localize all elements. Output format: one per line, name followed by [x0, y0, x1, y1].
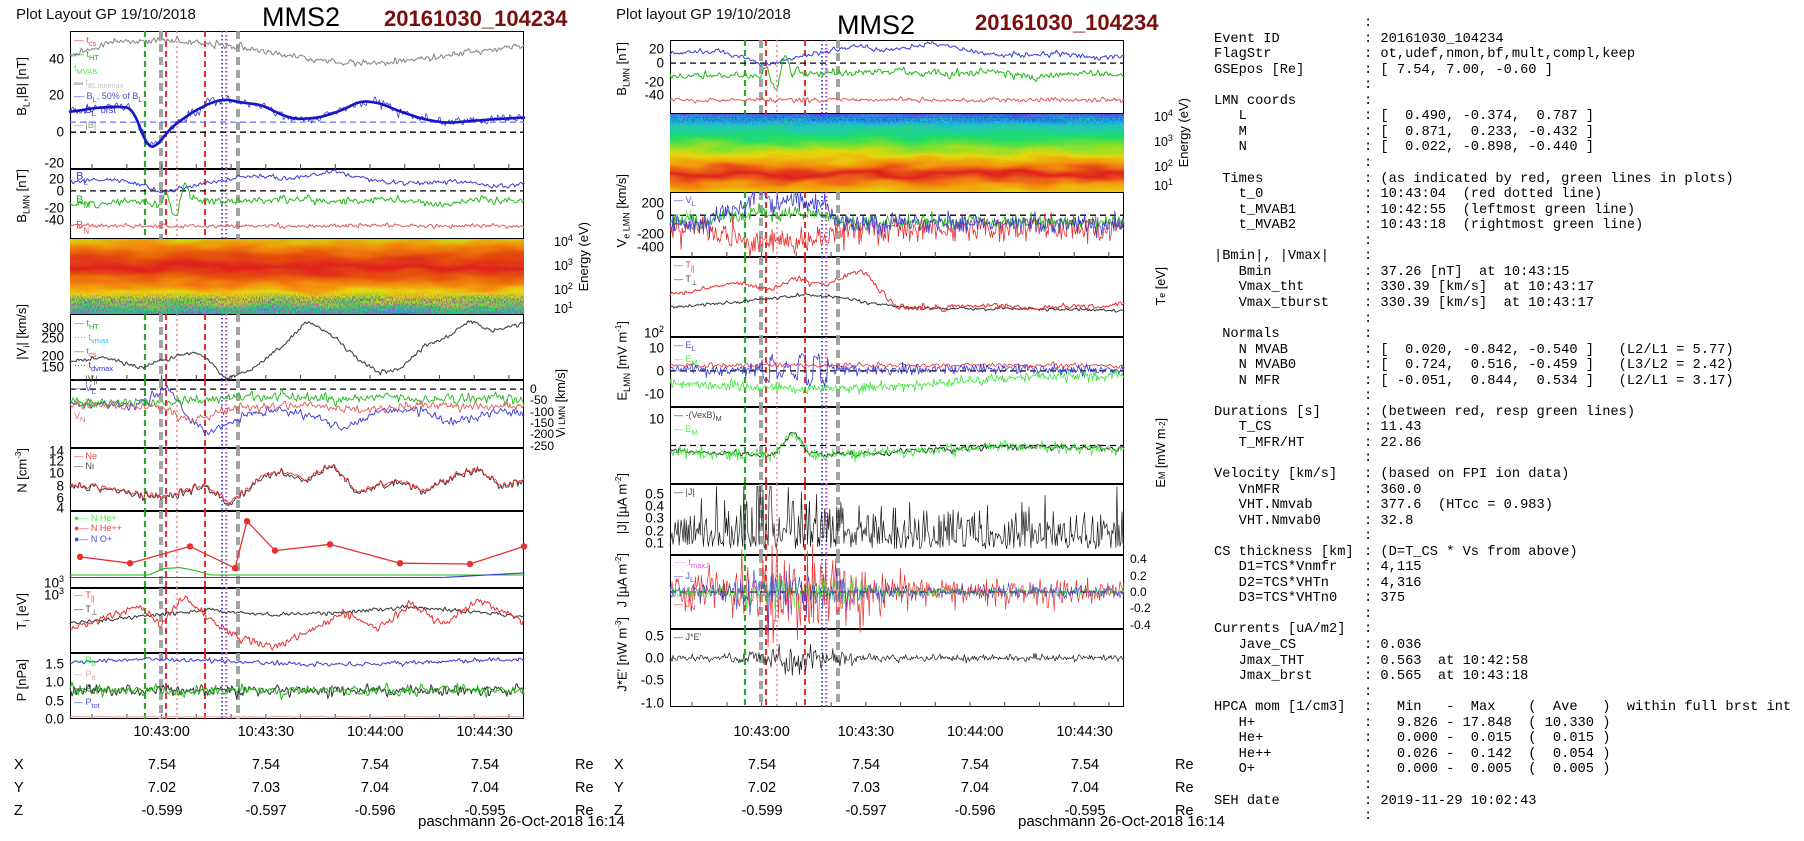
svg-text:BL: BL — [76, 171, 88, 187]
svg-text:BN: BN — [76, 220, 89, 236]
svg-text:BM: BM — [76, 194, 90, 210]
